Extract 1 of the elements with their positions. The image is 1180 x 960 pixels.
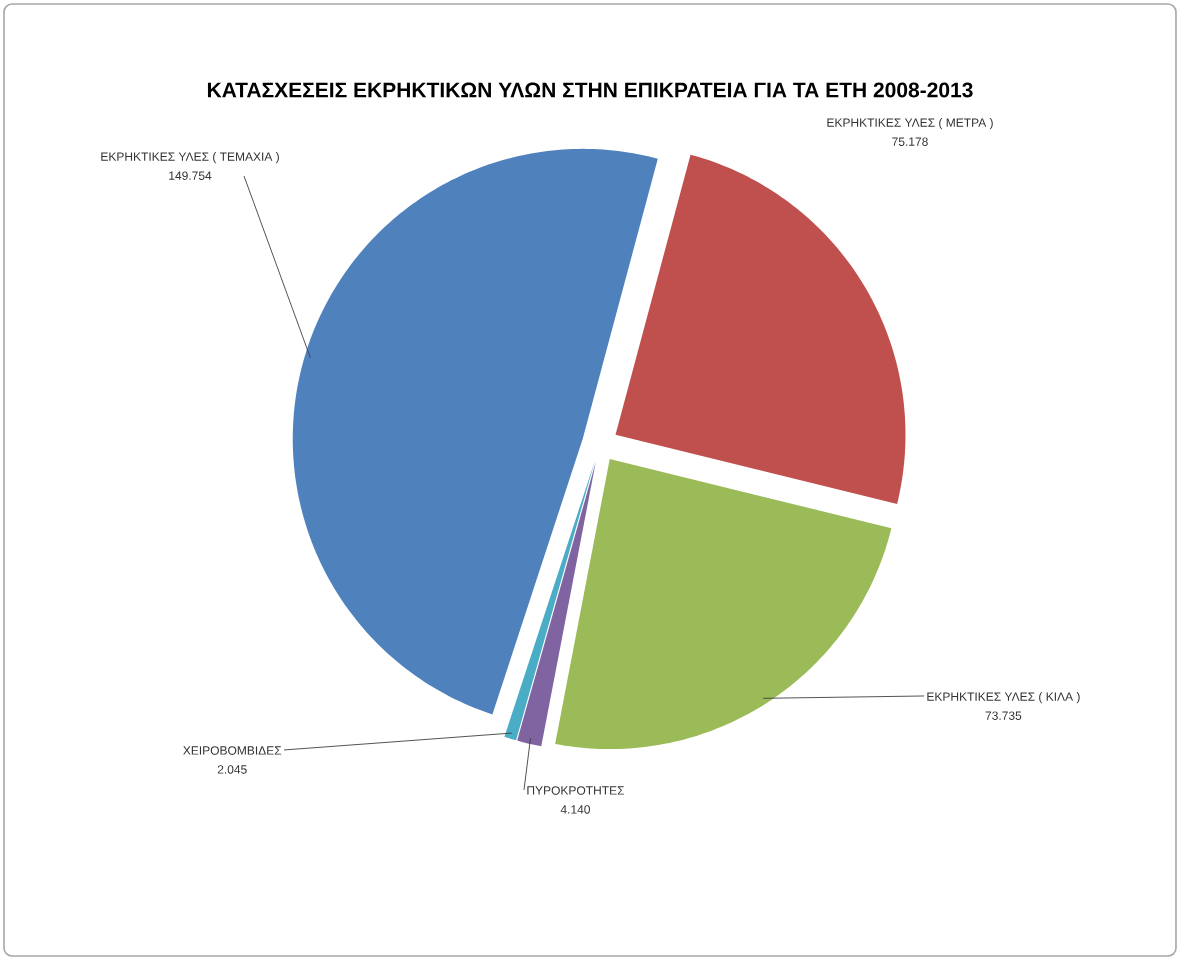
chart-title: ΚΑΤΑΣΧΕΣΕΙΣ ΕΚΡΗΚΤΙΚΩΝ ΥΛΩΝ ΣΤΗΝ ΕΠΙΚΡΑΤΕΙΑ ΓΙΑ ΤΑ ΕΤΗ 2008-2013: [207, 82, 973, 98]
